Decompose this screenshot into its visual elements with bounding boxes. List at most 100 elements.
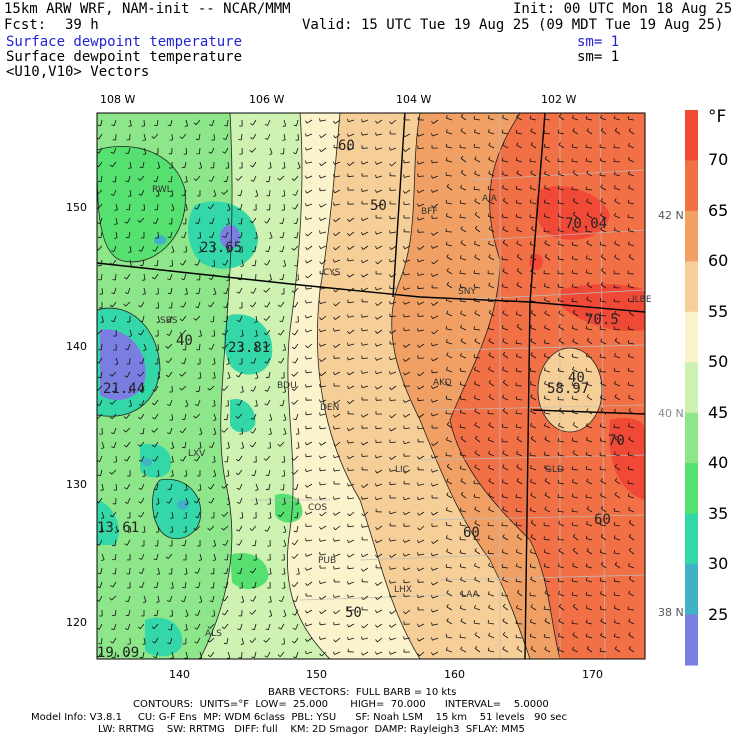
wind-barb-flag bbox=[110, 641, 114, 644]
wind-barb bbox=[390, 287, 397, 290]
wind-barb bbox=[283, 119, 287, 126]
wind-barb bbox=[502, 327, 509, 331]
wind-barb bbox=[599, 175, 607, 177]
wind-barb bbox=[404, 371, 411, 376]
station-label: LHX bbox=[394, 585, 412, 595]
wind-barb-flag bbox=[614, 337, 618, 341]
wind-barb bbox=[363, 511, 369, 517]
wind-barb bbox=[320, 119, 327, 122]
colorbar-swatch bbox=[685, 160, 698, 212]
wind-barb bbox=[418, 595, 425, 598]
wind-barb-flag bbox=[193, 317, 197, 321]
wind-barb-flag bbox=[431, 622, 433, 626]
wind-barb-flag bbox=[291, 640, 295, 644]
wind-barb-flag bbox=[156, 601, 160, 603]
wind-barb bbox=[320, 175, 327, 179]
wind-barb-flag bbox=[502, 646, 505, 650]
wind-barb bbox=[320, 217, 327, 221]
wind-barb-flag bbox=[97, 416, 99, 419]
wind-barb bbox=[417, 399, 425, 402]
wind-barb bbox=[474, 300, 481, 303]
wind-barb bbox=[530, 425, 537, 429]
wind-barb-flag bbox=[305, 484, 308, 488]
wind-barb bbox=[628, 578, 635, 583]
wind-barb-flag bbox=[375, 496, 377, 500]
wind-barb bbox=[297, 427, 300, 434]
wind-barb bbox=[474, 146, 481, 149]
wind-barb bbox=[390, 217, 397, 220]
wind-barb-flag bbox=[543, 549, 546, 553]
wind-barb bbox=[572, 634, 579, 639]
wind-barb bbox=[572, 200, 579, 205]
wind-barb bbox=[433, 441, 439, 447]
wind-barb-flag bbox=[347, 218, 350, 222]
wind-barb bbox=[516, 536, 523, 541]
wind-barb-flag bbox=[488, 366, 491, 370]
wind-barb bbox=[474, 438, 481, 443]
wind-barb-flag bbox=[319, 300, 321, 304]
wind-barb-flag bbox=[445, 522, 448, 526]
wind-barb bbox=[98, 539, 103, 546]
wind-barb-flag bbox=[137, 219, 141, 223]
station-label: BDU bbox=[277, 381, 297, 391]
wind-barb-flag bbox=[333, 527, 336, 531]
wind-barb bbox=[98, 147, 103, 154]
wind-barb-flag bbox=[431, 245, 433, 249]
wind-barb bbox=[296, 511, 299, 518]
wind-barb bbox=[558, 300, 565, 303]
wind-barb-flag bbox=[181, 600, 185, 603]
wind-barb bbox=[460, 566, 467, 569]
wind-barb bbox=[404, 343, 411, 348]
wind-barb bbox=[376, 483, 383, 487]
wind-barb-flag bbox=[628, 646, 632, 649]
wind-barb bbox=[240, 189, 243, 196]
wind-barb bbox=[628, 550, 635, 555]
wind-barb bbox=[446, 636, 453, 639]
wind-barb bbox=[362, 315, 369, 318]
wind-barb-flag bbox=[502, 114, 505, 118]
wind-barb-flag bbox=[403, 245, 406, 249]
wind-barb-flag bbox=[140, 433, 144, 435]
wind-barb-flag bbox=[333, 454, 335, 458]
wind-barb bbox=[600, 383, 607, 387]
wind-barb-flag bbox=[403, 470, 406, 474]
wind-barb bbox=[404, 259, 411, 263]
wind-barb-flag bbox=[445, 633, 448, 637]
wind-barb bbox=[418, 511, 425, 516]
wind-barb-flag bbox=[600, 380, 603, 384]
wind-barb bbox=[362, 567, 369, 572]
wind-barb-flag bbox=[170, 517, 174, 519]
wind-barb-flag bbox=[114, 209, 118, 211]
wind-barb bbox=[600, 426, 607, 429]
wind-barb bbox=[558, 340, 565, 345]
wind-barb bbox=[348, 217, 355, 222]
wind-barb bbox=[181, 385, 187, 391]
wind-barb bbox=[433, 203, 439, 209]
wind-barb bbox=[628, 593, 635, 597]
wind-barb-flag bbox=[194, 627, 198, 630]
wind-barb-flag bbox=[515, 199, 518, 203]
wind-barb-flag bbox=[586, 381, 588, 385]
wind-barb bbox=[460, 257, 467, 261]
wind-barb bbox=[600, 620, 607, 625]
wind-barb bbox=[502, 117, 509, 121]
wind-barb bbox=[515, 510, 523, 513]
wind-barb-flag bbox=[431, 205, 434, 208]
wind-barb-flag bbox=[153, 656, 157, 659]
wind-barb bbox=[157, 371, 161, 378]
wind-barb bbox=[141, 455, 145, 462]
wind-barb-flag bbox=[292, 627, 296, 630]
wind-barb bbox=[226, 581, 229, 588]
wind-barb-flag bbox=[293, 124, 297, 127]
wind-barb bbox=[268, 469, 271, 476]
wind-barb bbox=[128, 175, 131, 182]
wind-barb bbox=[265, 455, 271, 461]
wind-barb-flag bbox=[487, 115, 490, 119]
wind-barb bbox=[129, 245, 132, 252]
wind-barb bbox=[321, 259, 327, 265]
wind-barb bbox=[417, 175, 425, 177]
wind-barb bbox=[114, 553, 117, 560]
wind-barb bbox=[321, 651, 327, 657]
wind-barb-flag bbox=[431, 399, 433, 403]
wind-barb bbox=[474, 158, 481, 163]
